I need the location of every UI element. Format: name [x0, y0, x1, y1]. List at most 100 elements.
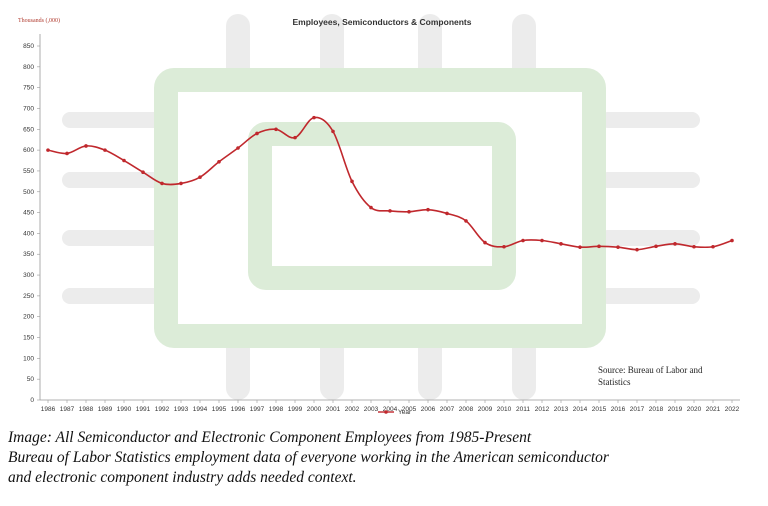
y-tick-label: 650 [23, 126, 34, 133]
x-tick-label: 1997 [250, 406, 265, 413]
legend-label: Year [398, 409, 412, 416]
data-point [616, 245, 620, 249]
x-tick-label: 2016 [611, 406, 626, 413]
x-tick-label: 2017 [630, 406, 645, 413]
data-point [84, 144, 88, 148]
chip-pin [600, 230, 700, 246]
data-point [369, 205, 373, 210]
data-point [635, 247, 639, 252]
y-tick-label: 150 [23, 335, 34, 342]
x-tick-label: 2008 [459, 406, 474, 413]
data-point [179, 181, 183, 186]
data-point [540, 238, 544, 243]
data-point [274, 127, 278, 132]
x-tick-label: 1992 [155, 406, 170, 413]
chip-pin [600, 172, 700, 188]
x-tick-label: 2007 [440, 406, 455, 413]
data-point [673, 242, 677, 246]
data-point [255, 131, 259, 136]
source-annotation-line1: Source: Bureau of Labor and [598, 365, 703, 375]
x-tick-label: 1987 [60, 406, 75, 413]
y-tick-label: 850 [23, 43, 34, 50]
data-point [521, 238, 525, 243]
x-tick-label: 1989 [98, 406, 113, 413]
chip-pin [62, 172, 162, 188]
caption-line-3: and electronic component industry adds n… [8, 469, 357, 486]
y-tick-label: 750 [23, 85, 34, 92]
x-tick-label: 2010 [497, 406, 512, 413]
y-tick-label: 700 [23, 105, 34, 112]
chip-pin [320, 14, 344, 84]
y-tick-label: 400 [23, 230, 34, 237]
y-tick-label: 450 [23, 210, 34, 217]
y-tick-label: 0 [30, 397, 34, 404]
chart: 0 50 100 150 200 250 300 350 400 450 500 550 600 650 7… [18, 14, 740, 416]
x-tick-label: 2002 [345, 406, 360, 413]
data-point [122, 158, 126, 163]
chart-title: Employees, Semiconductors & Components [292, 17, 471, 27]
x-tick-label: 1998 [269, 406, 284, 413]
x-tick-label: 1990 [117, 406, 132, 413]
y-axis-label: Thousands (,000) [18, 17, 60, 24]
y-tick-label: 500 [23, 189, 34, 196]
y-tick-label: 100 [23, 355, 34, 362]
data-point [141, 170, 145, 174]
data-point [103, 148, 107, 152]
data-point [711, 244, 715, 249]
legend: Year [378, 409, 412, 416]
x-tick-label: 2013 [554, 406, 569, 413]
data-point [236, 146, 240, 150]
data-point [217, 159, 221, 164]
chip-pin [226, 14, 250, 84]
y-tick-label: 250 [23, 293, 34, 300]
x-tick-label: 2003 [364, 406, 379, 413]
y-tick-label: 300 [23, 272, 34, 279]
caption-line-1: Image: All Semiconductor and Electronic … [8, 429, 532, 446]
x-tick-label: 2004 [383, 406, 398, 413]
y-tick-label: 550 [23, 168, 34, 175]
chip-pin [62, 112, 162, 128]
chip-pin [62, 230, 162, 246]
chart-axes: 0 50 100 150 200 250 300 350 400 450 500 550 600 650 7… [23, 34, 740, 413]
x-tick-label: 2012 [535, 406, 550, 413]
data-point [559, 242, 563, 246]
chip-inner-frame [248, 122, 516, 290]
data-point [654, 244, 658, 249]
caption-line-2: Bureau of Labor Statistics employment da… [8, 449, 609, 466]
data-point [331, 129, 335, 134]
data-point [293, 135, 297, 140]
x-tick-label: 1991 [136, 406, 151, 413]
data-point [597, 244, 601, 249]
y-tick-label: 50 [27, 376, 35, 383]
data-point [198, 175, 202, 179]
chip-pin [62, 288, 162, 304]
x-tick-label: 2019 [668, 406, 683, 413]
source-annotation-line2: Statistics [598, 377, 631, 387]
x-tick-label: 2015 [592, 406, 607, 413]
x-tick-label: 2006 [421, 406, 436, 413]
x-tick-label: 2018 [649, 406, 664, 413]
data-point [578, 245, 582, 249]
chip-outer-frame [154, 68, 606, 348]
data-point [445, 211, 449, 216]
data-point [350, 179, 354, 184]
chip-pin [600, 112, 700, 128]
data-point [502, 244, 506, 249]
x-tick-label: 2005 [402, 406, 417, 413]
data-point [46, 148, 50, 152]
chip-pin [600, 288, 700, 304]
x-tick-label: 1999 [288, 406, 303, 413]
x-tick-label: 2021 [706, 406, 721, 413]
x-tick-label: 2014 [573, 406, 588, 413]
data-point [483, 240, 487, 245]
x-tick-label: 2000 [307, 406, 322, 413]
chip-background [62, 14, 700, 400]
data-point [65, 151, 69, 156]
image-caption: Image: All Semiconductor and Electronic … [8, 428, 758, 488]
legend-swatch-marker [384, 410, 388, 414]
x-tick-label: 1993 [174, 406, 189, 413]
data-point [388, 209, 392, 213]
x-tick-label: 1994 [193, 406, 208, 413]
y-tick-label: 800 [23, 64, 34, 71]
x-tick-label: 1988 [79, 406, 94, 413]
